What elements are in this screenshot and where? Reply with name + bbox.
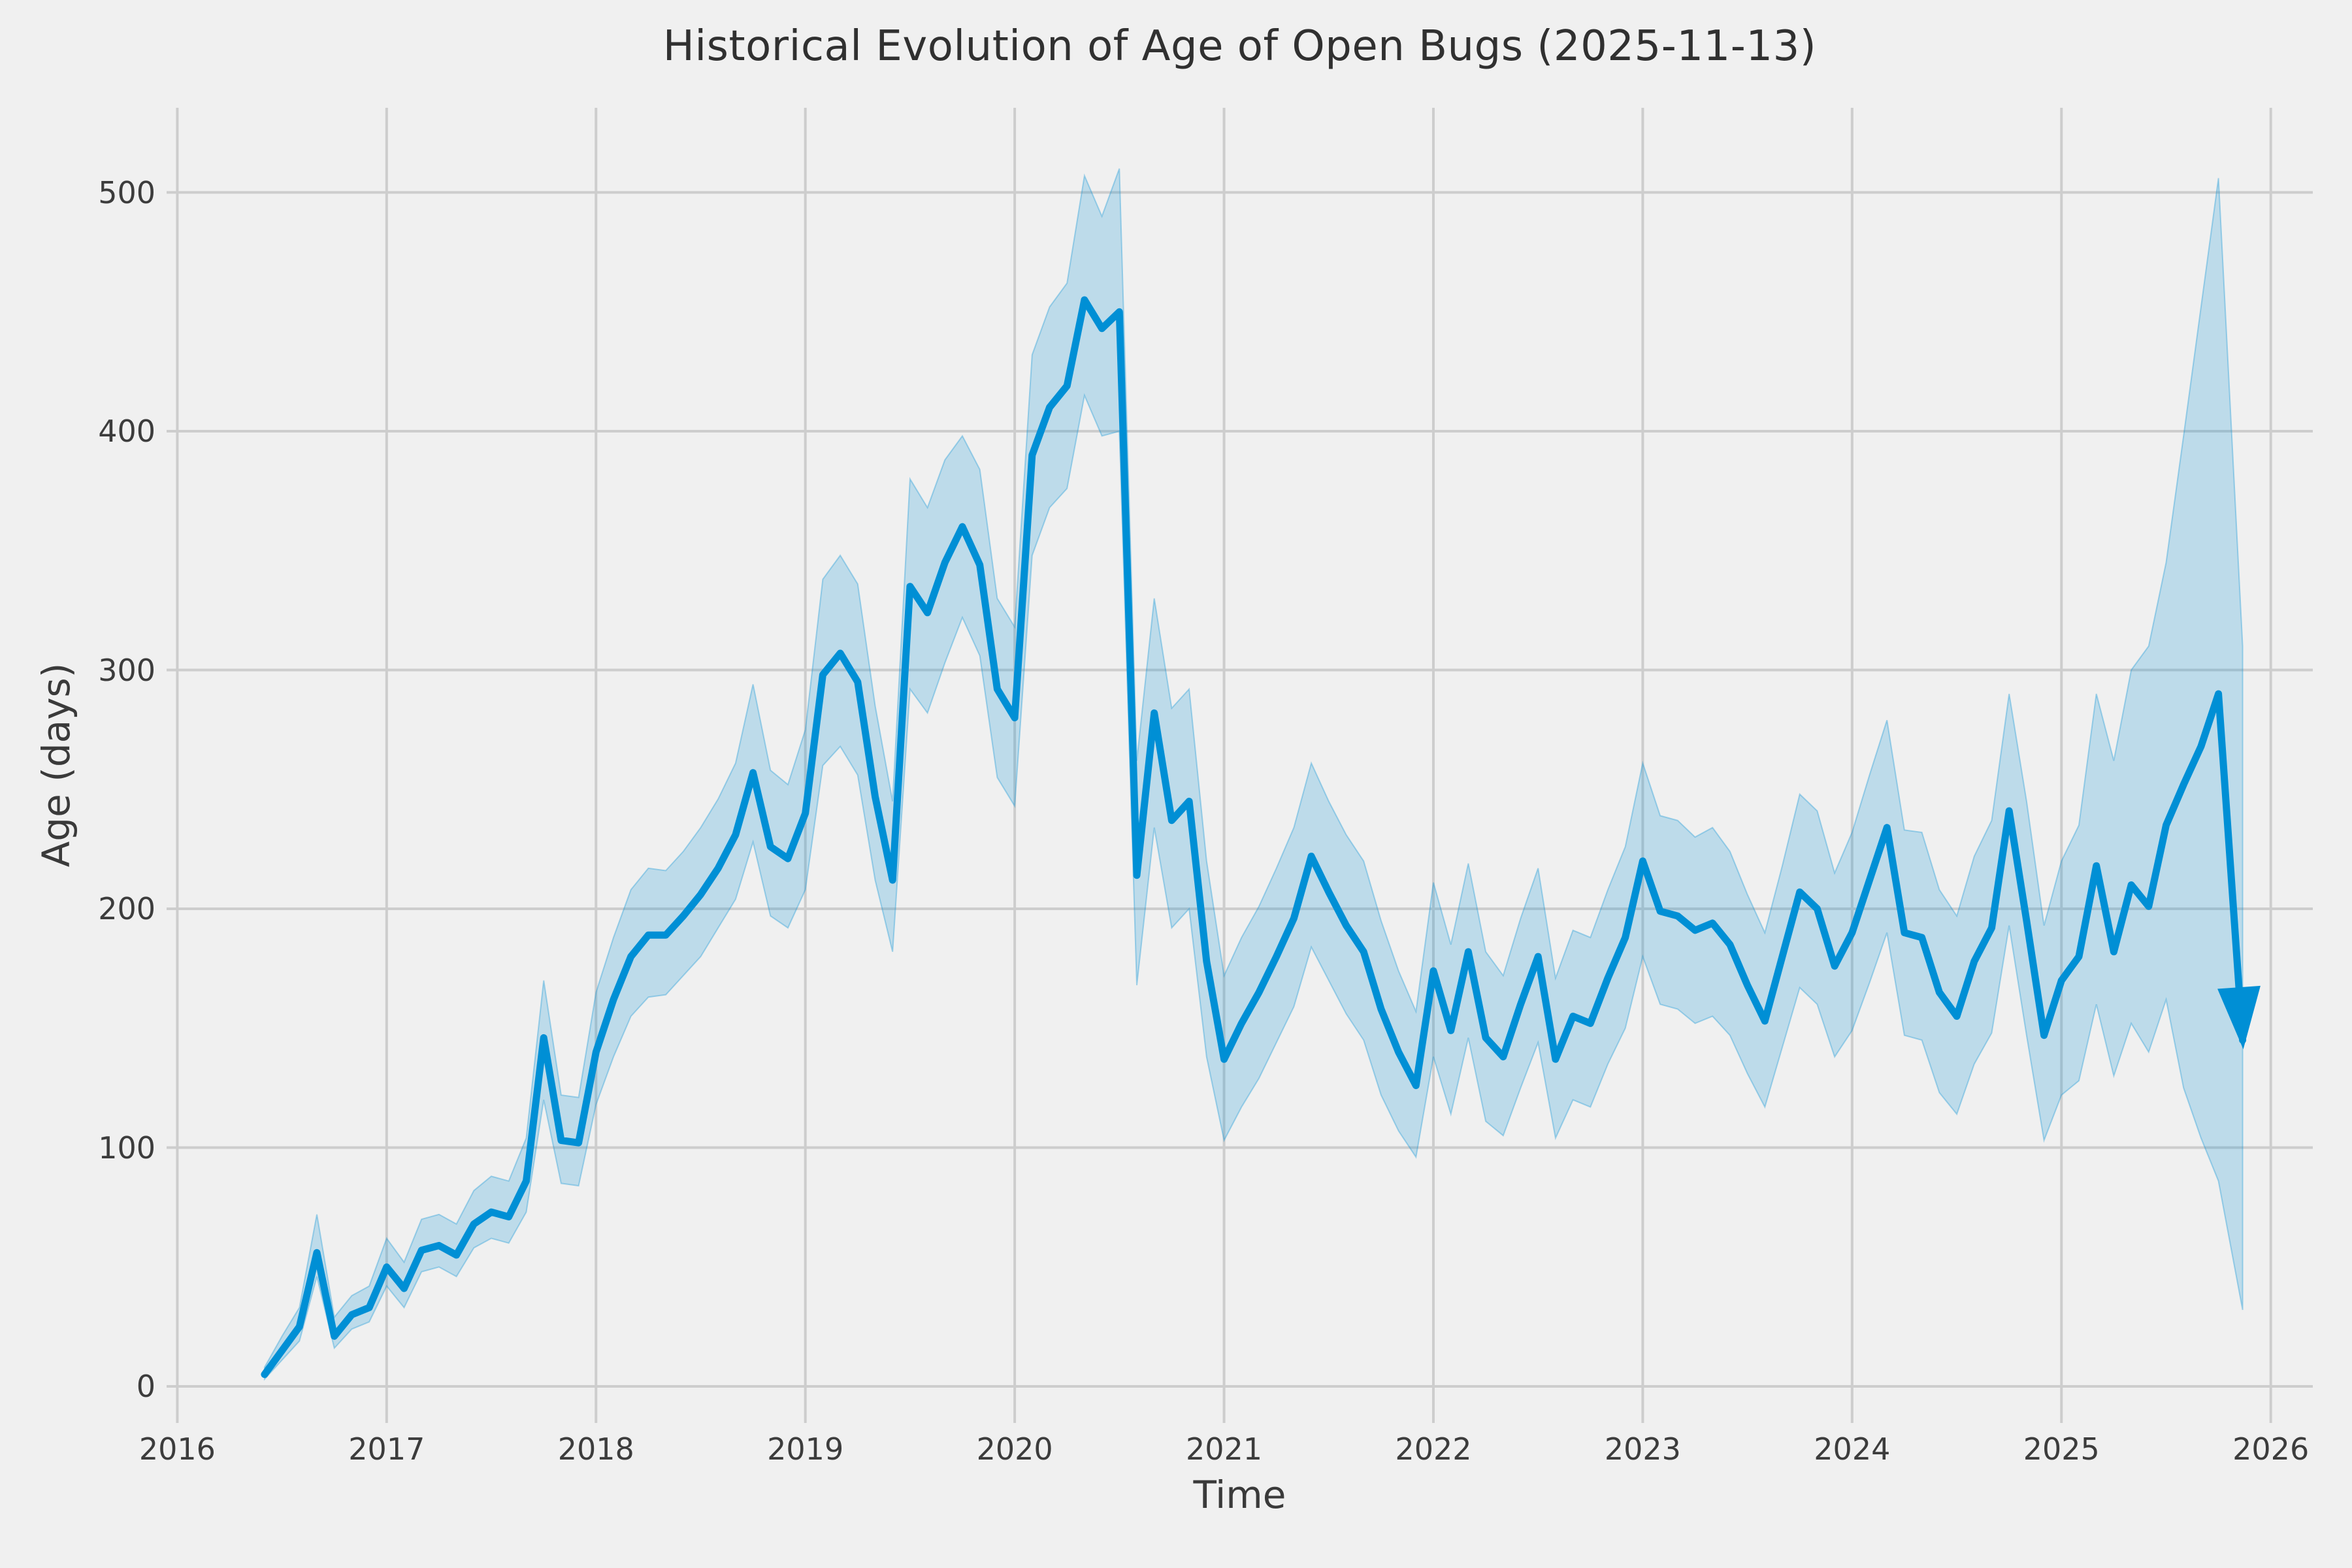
chart-title: Historical Evolution of Age of Open Bugs… bbox=[662, 22, 1817, 71]
y-tick-label: 400 bbox=[98, 414, 155, 449]
age-line bbox=[261, 296, 2247, 1379]
y-tick-label: 100 bbox=[98, 1130, 155, 1166]
x-tick-label: 2025 bbox=[2023, 1431, 2100, 1467]
x-tick-label: 2017 bbox=[348, 1431, 425, 1467]
x-tick-label: 2016 bbox=[139, 1431, 216, 1467]
y-tick-label: 500 bbox=[98, 174, 155, 210]
x-tick-label: 2022 bbox=[1395, 1431, 1472, 1467]
y-tick-label: 200 bbox=[98, 891, 155, 926]
x-axis-label: Time bbox=[1193, 1473, 1286, 1517]
x-tick-label: 2026 bbox=[2232, 1431, 2310, 1467]
y-tick-label: 300 bbox=[98, 652, 155, 688]
x-tick-label: 2024 bbox=[1814, 1431, 1891, 1467]
x-tick-label: 2020 bbox=[976, 1431, 1053, 1467]
x-tick-label: 2018 bbox=[557, 1431, 634, 1467]
x-tick-label: 2023 bbox=[1604, 1431, 1681, 1467]
x-tick-label: 2019 bbox=[767, 1431, 844, 1467]
y-axis-label: Age (days) bbox=[34, 662, 78, 868]
x-tick-label: 2021 bbox=[1186, 1431, 1263, 1467]
end-arrow-marker bbox=[2217, 985, 2261, 1049]
confidence-band bbox=[263, 168, 2244, 1381]
y-tick-label: 0 bbox=[136, 1369, 155, 1404]
